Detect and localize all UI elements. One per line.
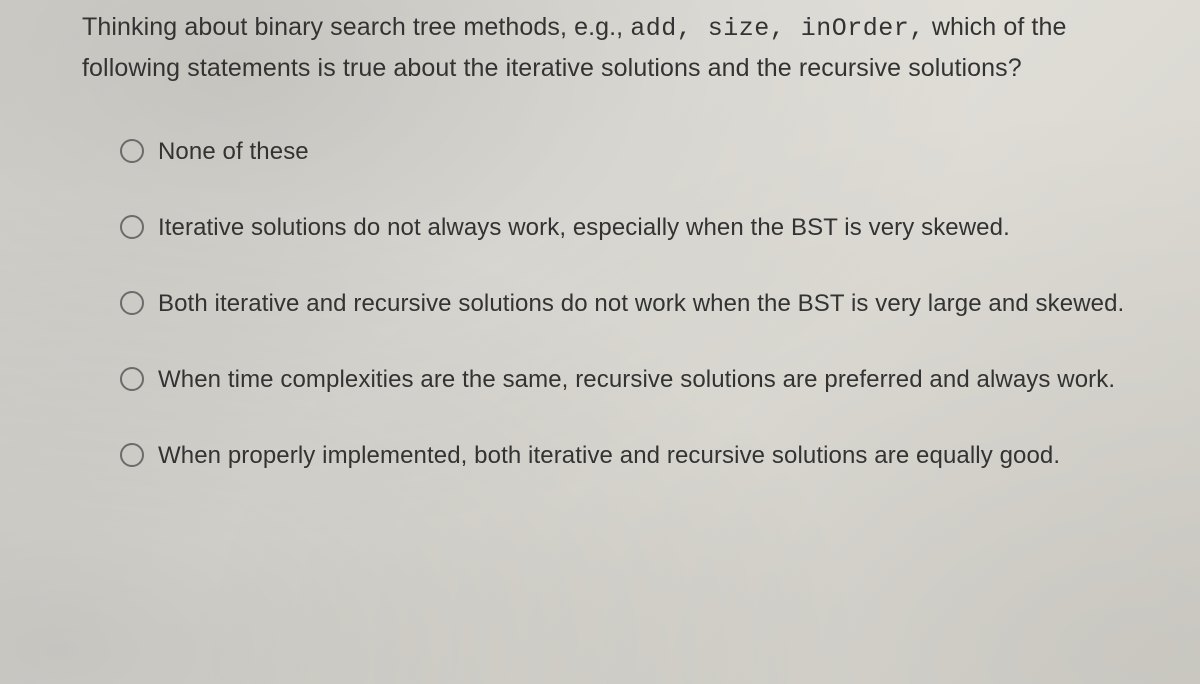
- option-row[interactable]: When properly implemented, both iterativ…: [120, 438, 1130, 474]
- radio-button[interactable]: [120, 215, 144, 239]
- radio-button[interactable]: [120, 291, 144, 315]
- option-label: None of these: [158, 134, 309, 170]
- option-row[interactable]: Both iterative and recursive solutions d…: [120, 286, 1130, 322]
- option-label: Iterative solutions do not always work, …: [158, 210, 1010, 246]
- radio-button[interactable]: [120, 443, 144, 467]
- option-label: When time complexities are the same, rec…: [158, 362, 1115, 398]
- option-row[interactable]: Iterative solutions do not always work, …: [120, 210, 1130, 246]
- radio-button[interactable]: [120, 367, 144, 391]
- question-text-before: Thinking about binary search tree method…: [82, 13, 630, 41]
- question-page: Thinking about binary search tree method…: [0, 0, 1200, 684]
- options-group: None of these Iterative solutions do not…: [82, 134, 1130, 474]
- question-prompt: Thinking about binary search tree method…: [82, 8, 1130, 88]
- option-label: Both iterative and recursive solutions d…: [158, 286, 1124, 322]
- option-label: When properly implemented, both iterativ…: [158, 438, 1060, 474]
- radio-button[interactable]: [120, 139, 144, 163]
- option-row[interactable]: None of these: [120, 134, 1130, 170]
- question-code-segment: add, size, inOrder,: [630, 14, 925, 43]
- option-row[interactable]: When time complexities are the same, rec…: [120, 362, 1130, 398]
